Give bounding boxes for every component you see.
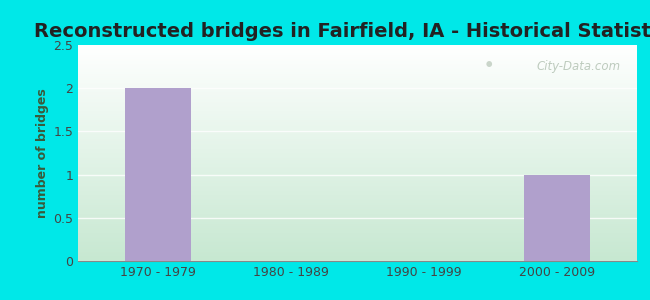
Title: Reconstructed bridges in Fairfield, IA - Historical Statistics: Reconstructed bridges in Fairfield, IA -…: [34, 22, 650, 41]
Bar: [524, 175, 590, 261]
Bar: [125, 88, 191, 261]
Y-axis label: number of bridges: number of bridges: [36, 88, 49, 218]
Text: City-Data.com: City-Data.com: [536, 60, 620, 73]
Text: ⚫: ⚫: [484, 59, 495, 72]
